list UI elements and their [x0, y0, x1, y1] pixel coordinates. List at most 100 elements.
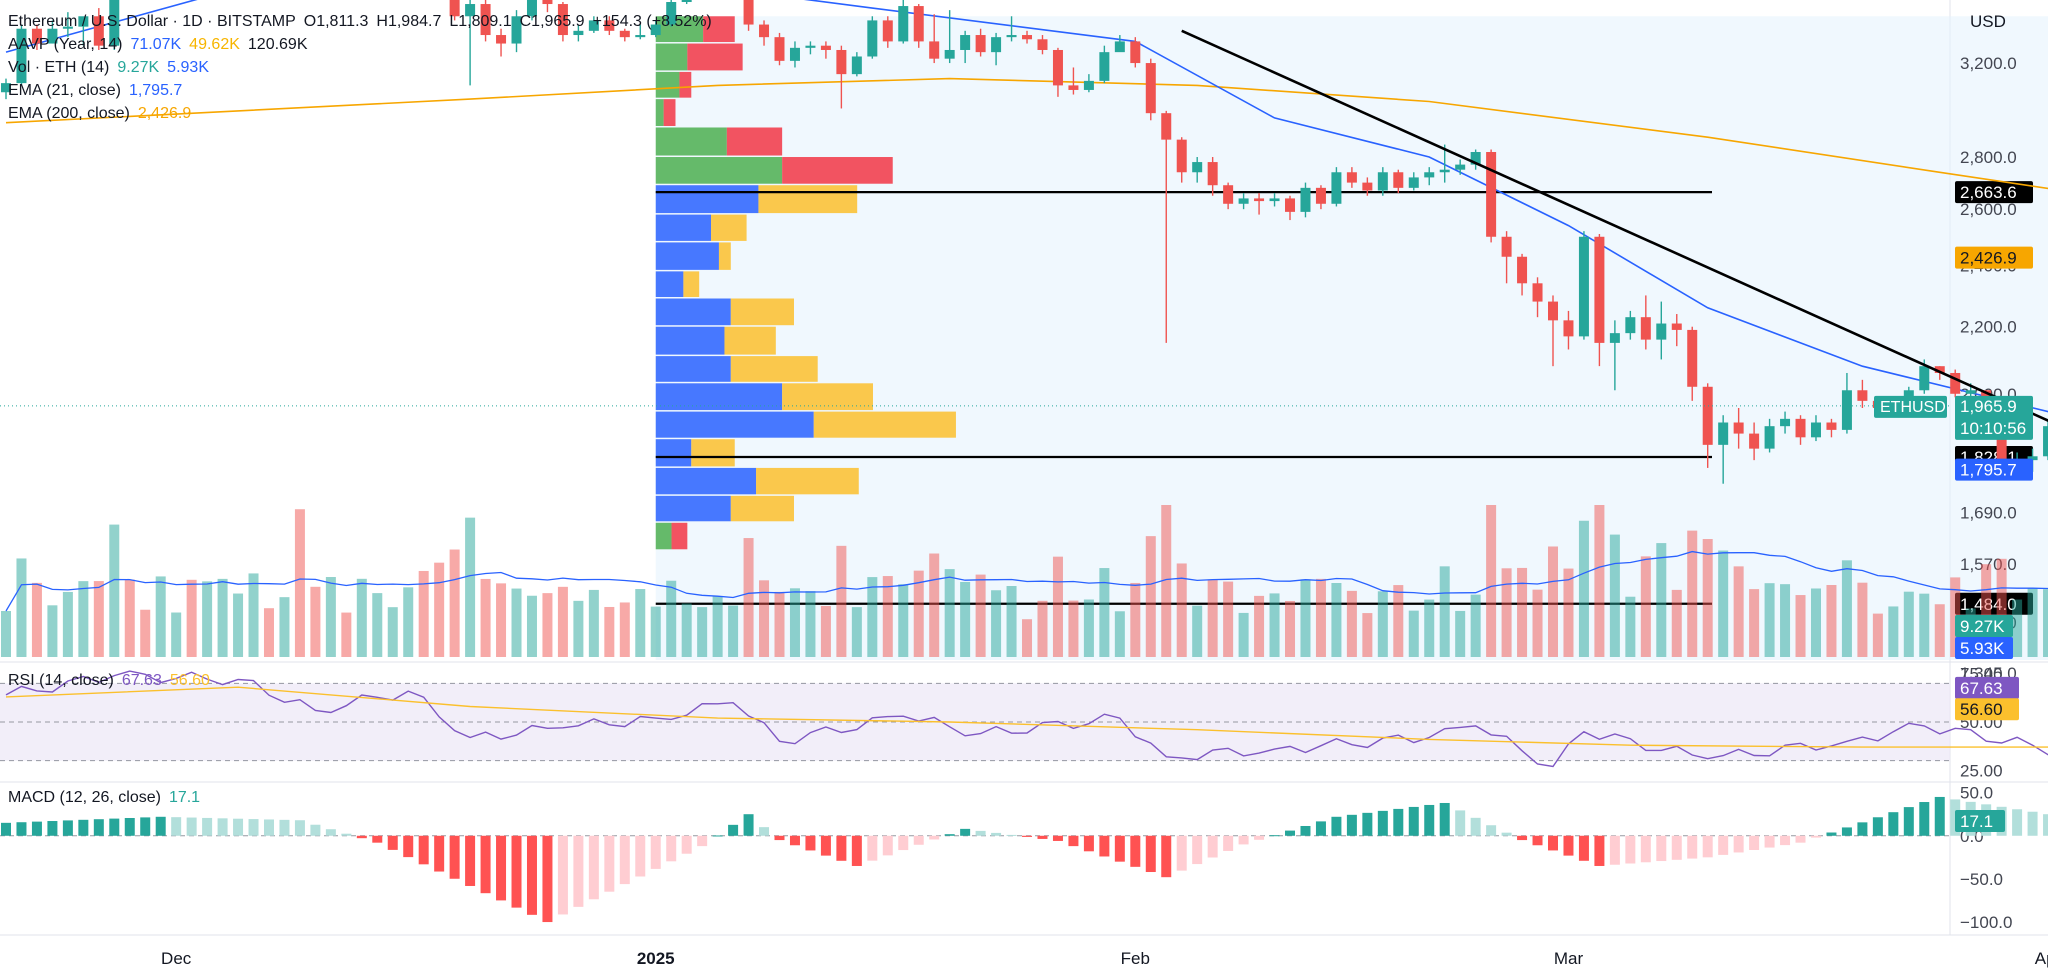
- volume-bar: [62, 591, 73, 657]
- ema200-line: [5, 77, 2048, 190]
- volume-profile-up-bar: [655, 522, 672, 550]
- volume-profile-up-bar: [655, 185, 759, 214]
- candle-body: [2043, 426, 2048, 457]
- macd-histogram-bar: [109, 818, 120, 836]
- macd-histogram-bar: [913, 835, 924, 845]
- macd-histogram-bar: [1161, 835, 1172, 878]
- macd-histogram-bar: [310, 824, 321, 836]
- volume-bar: [1857, 582, 1868, 657]
- indicator-row[interactable]: AAVP (Year, 14) 71.07K 49.62K 120.69K: [8, 33, 712, 56]
- volume-bar: [78, 581, 89, 657]
- volume-bar: [1470, 594, 1481, 657]
- volume-bar: [1749, 589, 1760, 657]
- volume-profile-up-bar: [655, 326, 725, 355]
- candle-body: [449, 0, 460, 17]
- volume-bar: [1981, 564, 1992, 657]
- macd-histogram-bar: [1269, 835, 1280, 837]
- volume-bar: [511, 588, 522, 657]
- volume-bar: [1130, 582, 1141, 657]
- candle-body: [1919, 366, 1930, 391]
- volume-bar: [248, 573, 259, 657]
- volume-bar: [1393, 585, 1404, 657]
- macd-histogram-bar: [1609, 835, 1620, 865]
- volume-bar: [1, 611, 11, 657]
- candle-body: [1052, 49, 1063, 86]
- macd-histogram-bar: [124, 817, 135, 836]
- macd-label[interactable]: MACD (12, 26, close): [8, 789, 161, 806]
- volume-bar: [16, 558, 27, 657]
- volume-bar: [851, 607, 862, 657]
- macd-histogram-bar: [480, 835, 491, 894]
- time-tick-label: Apr: [2035, 949, 2048, 968]
- candle-body: [1640, 317, 1651, 340]
- volume-bar: [774, 591, 785, 657]
- candle-body: [1331, 172, 1342, 204]
- volume-profile-up-bar: [655, 467, 757, 495]
- volume-profile-up-bar: [655, 71, 680, 98]
- volume-bar: [1254, 595, 1265, 657]
- symbol-tag: [1874, 395, 1947, 418]
- candle-body: [1625, 317, 1636, 334]
- volume-bar: [1052, 556, 1063, 657]
- candle-body: [1254, 198, 1265, 202]
- symbol-title[interactable]: Ethereum / U.S. Dollar · 1D · BITSTAMP: [8, 13, 296, 30]
- candle-body: [789, 47, 800, 61]
- candle-body: [1192, 162, 1203, 173]
- volume-bar: [1083, 599, 1094, 657]
- candle-body: [1857, 390, 1868, 401]
- trendline: [1181, 29, 2048, 422]
- volume-bar: [294, 509, 305, 657]
- volume-bar: [325, 577, 336, 657]
- volume-bar: [2027, 588, 2038, 657]
- macd-histogram-bar: [1254, 835, 1265, 840]
- macd-histogram-bar: [1099, 835, 1110, 857]
- indicator-row[interactable]: Vol · ETH (14) 9.27K 5.93K: [8, 56, 712, 79]
- macd-histogram-bar: [1702, 835, 1713, 858]
- macd-value-tag: [1955, 810, 2005, 833]
- candle-body: [496, 35, 507, 44]
- macd-histogram-bar: [434, 835, 445, 872]
- volume-bar: [1022, 619, 1033, 657]
- macd-histogram-bar: [805, 835, 816, 851]
- macd-histogram-bar: [789, 835, 800, 846]
- currency-label[interactable]: USD: [1970, 12, 2006, 31]
- volume-profile-down-bar: [782, 157, 893, 184]
- volume-profile-up-bar: [655, 298, 731, 326]
- rsi-label[interactable]: RSI (14, close): [8, 672, 114, 689]
- candle-body: [1377, 172, 1388, 191]
- macd-legend: MACD (12, 26, close) 17.1: [8, 789, 200, 807]
- candle-body: [1733, 422, 1744, 434]
- volume-bar: [588, 589, 599, 657]
- macd-histogram-bar: [929, 835, 940, 840]
- macd-histogram-bar: [882, 835, 893, 856]
- candle-body: [1408, 177, 1419, 188]
- volume-bar: [465, 517, 476, 657]
- volume-profile-down-bar: [726, 127, 783, 156]
- macd-histogram-bar: [186, 817, 197, 836]
- time-tick-label: Mar: [1554, 949, 1584, 968]
- volume-bar: [109, 524, 120, 657]
- volume-bar: [202, 581, 213, 657]
- ohlc-low: L1,809.1: [449, 13, 512, 30]
- volume-bar: [372, 593, 383, 657]
- volume-profile-down-bar: [756, 467, 859, 495]
- indicator-row[interactable]: EMA (200, close) 2,426.9: [8, 102, 712, 125]
- candle-body: [604, 20, 615, 31]
- macd-histogram-bar: [465, 835, 476, 886]
- candle-body: [1300, 187, 1311, 212]
- macd-histogram-bar: [635, 835, 646, 877]
- macd-histogram-bar: [1656, 835, 1667, 862]
- candle-body: [78, 16, 89, 27]
- macd-histogram-bar: [991, 832, 1002, 836]
- volume-bar: [279, 597, 290, 657]
- time-tick-label: Dec: [161, 949, 192, 968]
- candle-body: [1455, 164, 1466, 170]
- price-tick-label: 3,200.0: [1960, 54, 2017, 73]
- macd-histogram-bar: [496, 835, 507, 901]
- volume-bar: [496, 583, 507, 657]
- indicator-value: 71.07K: [130, 36, 182, 53]
- indicator-row[interactable]: EMA (21, close) 1,795.7: [8, 79, 712, 102]
- macd-histogram-bar: [78, 819, 89, 836]
- volume-bar: [975, 574, 986, 657]
